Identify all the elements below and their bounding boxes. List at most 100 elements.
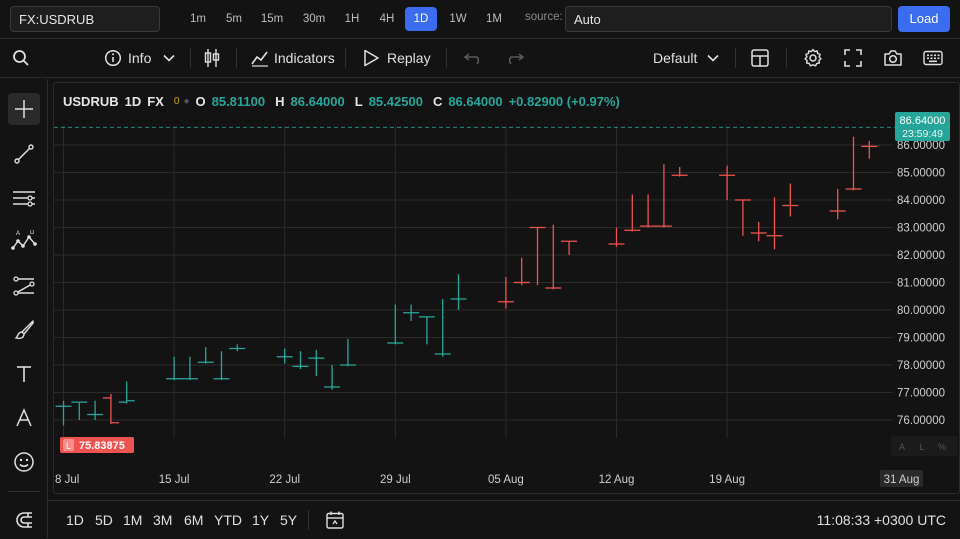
ohlc-bar xyxy=(418,316,435,345)
legend-symbol: USDRUB xyxy=(63,93,119,109)
range-6m[interactable]: 6M xyxy=(184,512,204,528)
info-button[interactable]: Info xyxy=(104,39,175,77)
goto-date-button[interactable] xyxy=(325,510,345,533)
range-1d[interactable]: 1D xyxy=(66,512,84,528)
scale-mode-2[interactable]: % xyxy=(938,442,946,452)
crosshair-tool[interactable] xyxy=(8,93,40,125)
scale-mode-0[interactable]: A xyxy=(899,442,905,452)
symbol-input[interactable] xyxy=(10,6,160,32)
layout-button[interactable] xyxy=(751,39,769,77)
timeframe-4h[interactable]: 4H xyxy=(379,13,395,25)
range-5d[interactable]: 5D xyxy=(95,512,113,528)
load-button[interactable]: Load xyxy=(898,6,950,32)
clock-timezone[interactable]: 11:08:33 +0300 UTC xyxy=(816,512,946,528)
low-price-label: L xyxy=(66,441,71,451)
search-button[interactable] xyxy=(12,39,30,77)
ohlc-bar xyxy=(102,393,119,425)
legend-exchange: FX xyxy=(147,93,164,109)
timeframe-15m[interactable]: 15m xyxy=(260,13,284,25)
toolbar-divider xyxy=(345,48,346,68)
toolbar-divider xyxy=(786,48,787,68)
screenshot-button[interactable] xyxy=(883,39,903,77)
brush-tool[interactable] xyxy=(8,314,40,346)
time-tick-label: 31 Aug xyxy=(884,474,920,486)
range-ytd[interactable]: YTD xyxy=(214,512,242,528)
undo-icon xyxy=(464,53,480,65)
low-price-value: 75.83875 xyxy=(79,440,125,452)
forecast-icon xyxy=(13,276,35,296)
timeframe-5m[interactable]: 5m xyxy=(226,13,242,25)
trend-line-tool[interactable] xyxy=(8,138,40,170)
price-tick-label: 79.00000 xyxy=(897,333,945,345)
timeframe-1m[interactable]: 1m xyxy=(190,13,206,25)
indicators-label: Indicators xyxy=(274,50,335,66)
smiley-icon xyxy=(14,452,34,472)
toolbar-divider xyxy=(236,48,237,68)
scale-mode-1[interactable]: L xyxy=(919,442,924,452)
last-price-badge xyxy=(895,112,950,141)
price-tick-label: 78.00000 xyxy=(897,360,945,372)
ohlc-bar xyxy=(829,189,846,220)
ohlc-bar xyxy=(561,240,578,255)
ohlc-bar xyxy=(529,226,546,286)
timeframe-30m[interactable]: 30m xyxy=(302,13,326,25)
range-5y[interactable]: 5Y xyxy=(280,512,298,528)
time-axis: 8 Jul 15 Jul 22 Jul 29 Jul 05 Aug 12 Aug 19 Au… xyxy=(55,470,923,487)
layout-dropdown[interactable]: Default xyxy=(653,39,719,77)
ohlc-bar xyxy=(339,338,356,367)
magnet-tool[interactable] xyxy=(8,504,40,536)
ohlc-bar xyxy=(845,136,862,191)
ohlc-bar xyxy=(450,274,467,310)
candlestick-icon xyxy=(204,49,220,67)
camera-icon xyxy=(884,50,902,66)
chevron-down-icon xyxy=(707,54,719,62)
source-input[interactable] xyxy=(565,6,892,32)
legend-open-label: O xyxy=(195,93,206,109)
grid xyxy=(54,126,893,438)
fib-tool[interactable] xyxy=(8,182,40,214)
chart-type-button[interactable] xyxy=(203,39,221,77)
settings-button[interactable] xyxy=(803,39,823,77)
svg-text:A: A xyxy=(16,231,20,237)
ohlc-bar xyxy=(640,194,657,228)
range-3m[interactable]: 3M xyxy=(153,512,173,528)
price-axis: 76.00000 77.00000 78.00000 79.00000 80.00000… xyxy=(897,140,945,427)
legend-low-label: L xyxy=(354,93,363,109)
keyboard-button[interactable] xyxy=(923,39,943,77)
ohlc-bar xyxy=(292,351,309,370)
ohlc-bar xyxy=(197,347,214,364)
indicators-button[interactable]: Indicators xyxy=(251,39,335,77)
ohlc-bar xyxy=(118,381,135,404)
time-tick-label: 8 Jul xyxy=(55,474,79,486)
text-tool[interactable] xyxy=(8,358,40,390)
timeframe-1h[interactable]: 1H xyxy=(344,13,360,25)
time-tick-label: 12 Aug xyxy=(599,474,635,486)
emoji-tool[interactable] xyxy=(8,446,40,478)
ohlc-bar xyxy=(513,257,530,286)
ohlc-bar xyxy=(308,349,325,376)
forecast-tool[interactable] xyxy=(8,270,40,302)
fullscreen-button[interactable] xyxy=(844,39,862,77)
timeframe-1w[interactable]: 1W xyxy=(449,13,467,25)
timeframe-1d[interactable]: 1D xyxy=(405,7,437,31)
legend-high-value: 86.64000 xyxy=(290,93,345,109)
top-bar: 1m 5m 15m 30m 1H 4H 1D 1W 1M source: Load xyxy=(0,0,960,38)
price-tick-label: 77.00000 xyxy=(897,388,945,400)
range-1y[interactable]: 1Y xyxy=(252,512,270,528)
ohlc-bar xyxy=(719,165,736,200)
replay-button[interactable]: Replay xyxy=(362,39,431,77)
price-tick-label: 84.00000 xyxy=(897,195,945,207)
ohlc-bar xyxy=(655,164,672,228)
range-1m[interactable]: 1M xyxy=(123,512,143,528)
undo-button[interactable] xyxy=(464,39,484,77)
legend-interval: 1D xyxy=(124,93,142,109)
annotation-tool[interactable] xyxy=(8,402,40,434)
calendar-icon xyxy=(326,511,344,529)
redo-button[interactable] xyxy=(504,39,524,77)
timeframe-1m[interactable]: 1M xyxy=(486,13,502,25)
ohlc-bar xyxy=(434,299,451,357)
